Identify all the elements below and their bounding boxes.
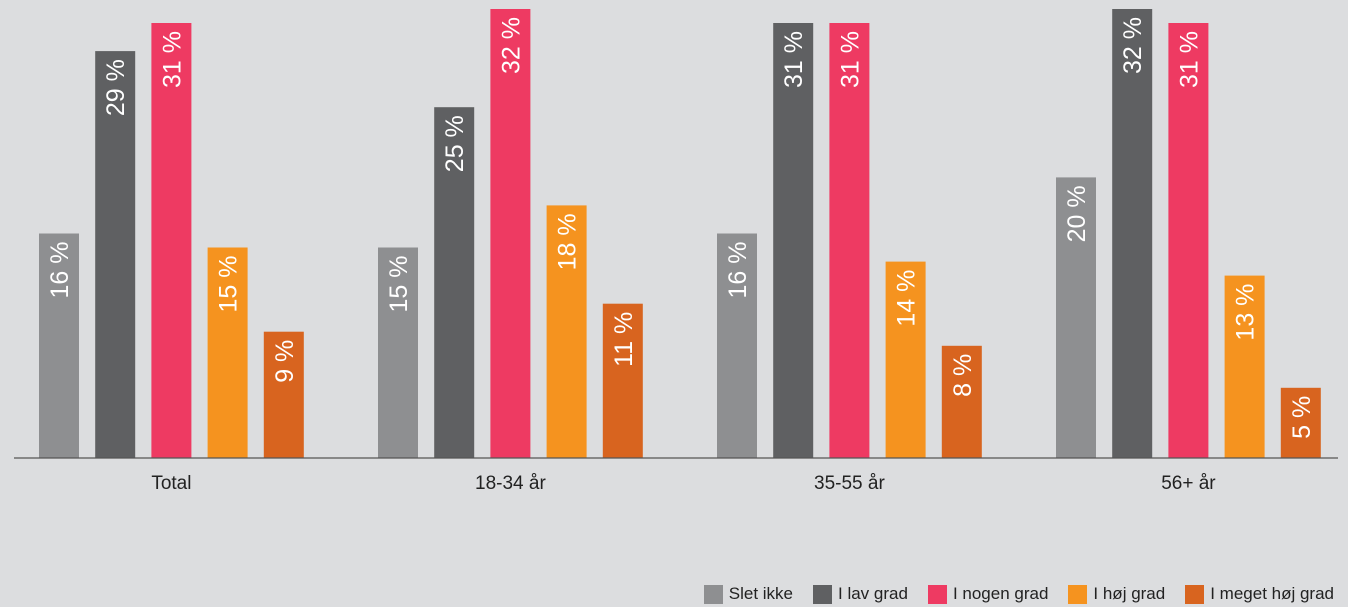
bar (717, 233, 757, 458)
x-tick-label: 56+ år (1161, 473, 1216, 494)
bar (773, 23, 814, 458)
legend-item: I meget høj grad (1185, 584, 1334, 604)
bar-value-label: 8 % (949, 354, 977, 397)
bar-value-label: 9 % (271, 340, 299, 383)
bar-value-label: 20 % (1063, 185, 1091, 242)
bar (95, 51, 136, 458)
bar (546, 205, 587, 458)
legend-label: I høj grad (1093, 584, 1166, 603)
legend-label: I lav grad (838, 584, 908, 603)
bar (207, 247, 248, 458)
bar-value-label: 31 % (158, 31, 186, 88)
bar-value-label: 16 % (46, 242, 74, 299)
legend-swatch (703, 584, 723, 604)
bars-layer: 16 % 29 % 31 % 15 % 9 % 15 % 25 % 32 % 18 % 11 % 1… (39, 9, 1321, 459)
bar-value-label: 32 % (497, 17, 525, 74)
bar (39, 233, 79, 458)
bar-chart: 16 % 29 % 31 % 15 % 9 % 15 % 25 % 32 % 18 % 11 % 1… (14, 9, 1338, 494)
bar (829, 23, 870, 458)
bar (602, 303, 643, 458)
legend-label: Slet ikke (728, 584, 793, 603)
bar (1224, 275, 1265, 458)
bar (1056, 177, 1096, 458)
legend-item: I nogen grad (927, 584, 1049, 604)
legend-item: Slet ikke (703, 584, 793, 604)
legend-label: I meget høj grad (1210, 584, 1334, 603)
bar (1112, 9, 1153, 458)
bar (151, 23, 192, 458)
bar (434, 107, 475, 458)
bar-value-label: 5 % (1288, 396, 1316, 439)
bar-value-label: 25 % (441, 115, 469, 172)
x-tick-labels: Total 18-34 år 35-55 år 56+ år (151, 473, 1216, 494)
bar-value-label: 31 % (836, 31, 864, 88)
bar (1280, 387, 1321, 458)
bar (263, 331, 304, 458)
legend-swatch (927, 584, 947, 604)
bar-value-label: 31 % (1175, 31, 1203, 88)
legend-swatch (1185, 584, 1205, 604)
bar (1168, 23, 1209, 458)
legend: Slet ikke I lav grad I nogen grad I høj gra… (703, 584, 1334, 604)
x-tick-label: 18-34 år (475, 473, 546, 494)
legend-item: I lav grad (813, 584, 908, 604)
legend-item: I høj grad (1068, 584, 1165, 604)
bar-value-label: 31 % (780, 31, 808, 88)
bar (941, 345, 982, 459)
bar-value-label: 15 % (385, 256, 413, 313)
bar (885, 261, 926, 458)
bar-value-label: 29 % (102, 59, 130, 116)
bar-value-label: 32 % (1119, 17, 1147, 74)
x-tick-label: 35-55 år (814, 473, 885, 494)
bar-value-label: 18 % (554, 213, 582, 270)
legend-label: I nogen grad (952, 584, 1049, 603)
bar (490, 9, 531, 458)
bar-value-label: 13 % (1232, 284, 1260, 341)
legend-swatch (1068, 584, 1088, 604)
bar-value-label: 15 % (215, 256, 243, 313)
legend-swatch (813, 584, 832, 604)
bar-value-label: 11 % (610, 312, 638, 367)
bar-value-label: 16 % (724, 242, 752, 299)
x-tick-label: Total (151, 473, 191, 494)
bar-value-label: 14 % (893, 270, 921, 327)
bar (378, 247, 418, 458)
